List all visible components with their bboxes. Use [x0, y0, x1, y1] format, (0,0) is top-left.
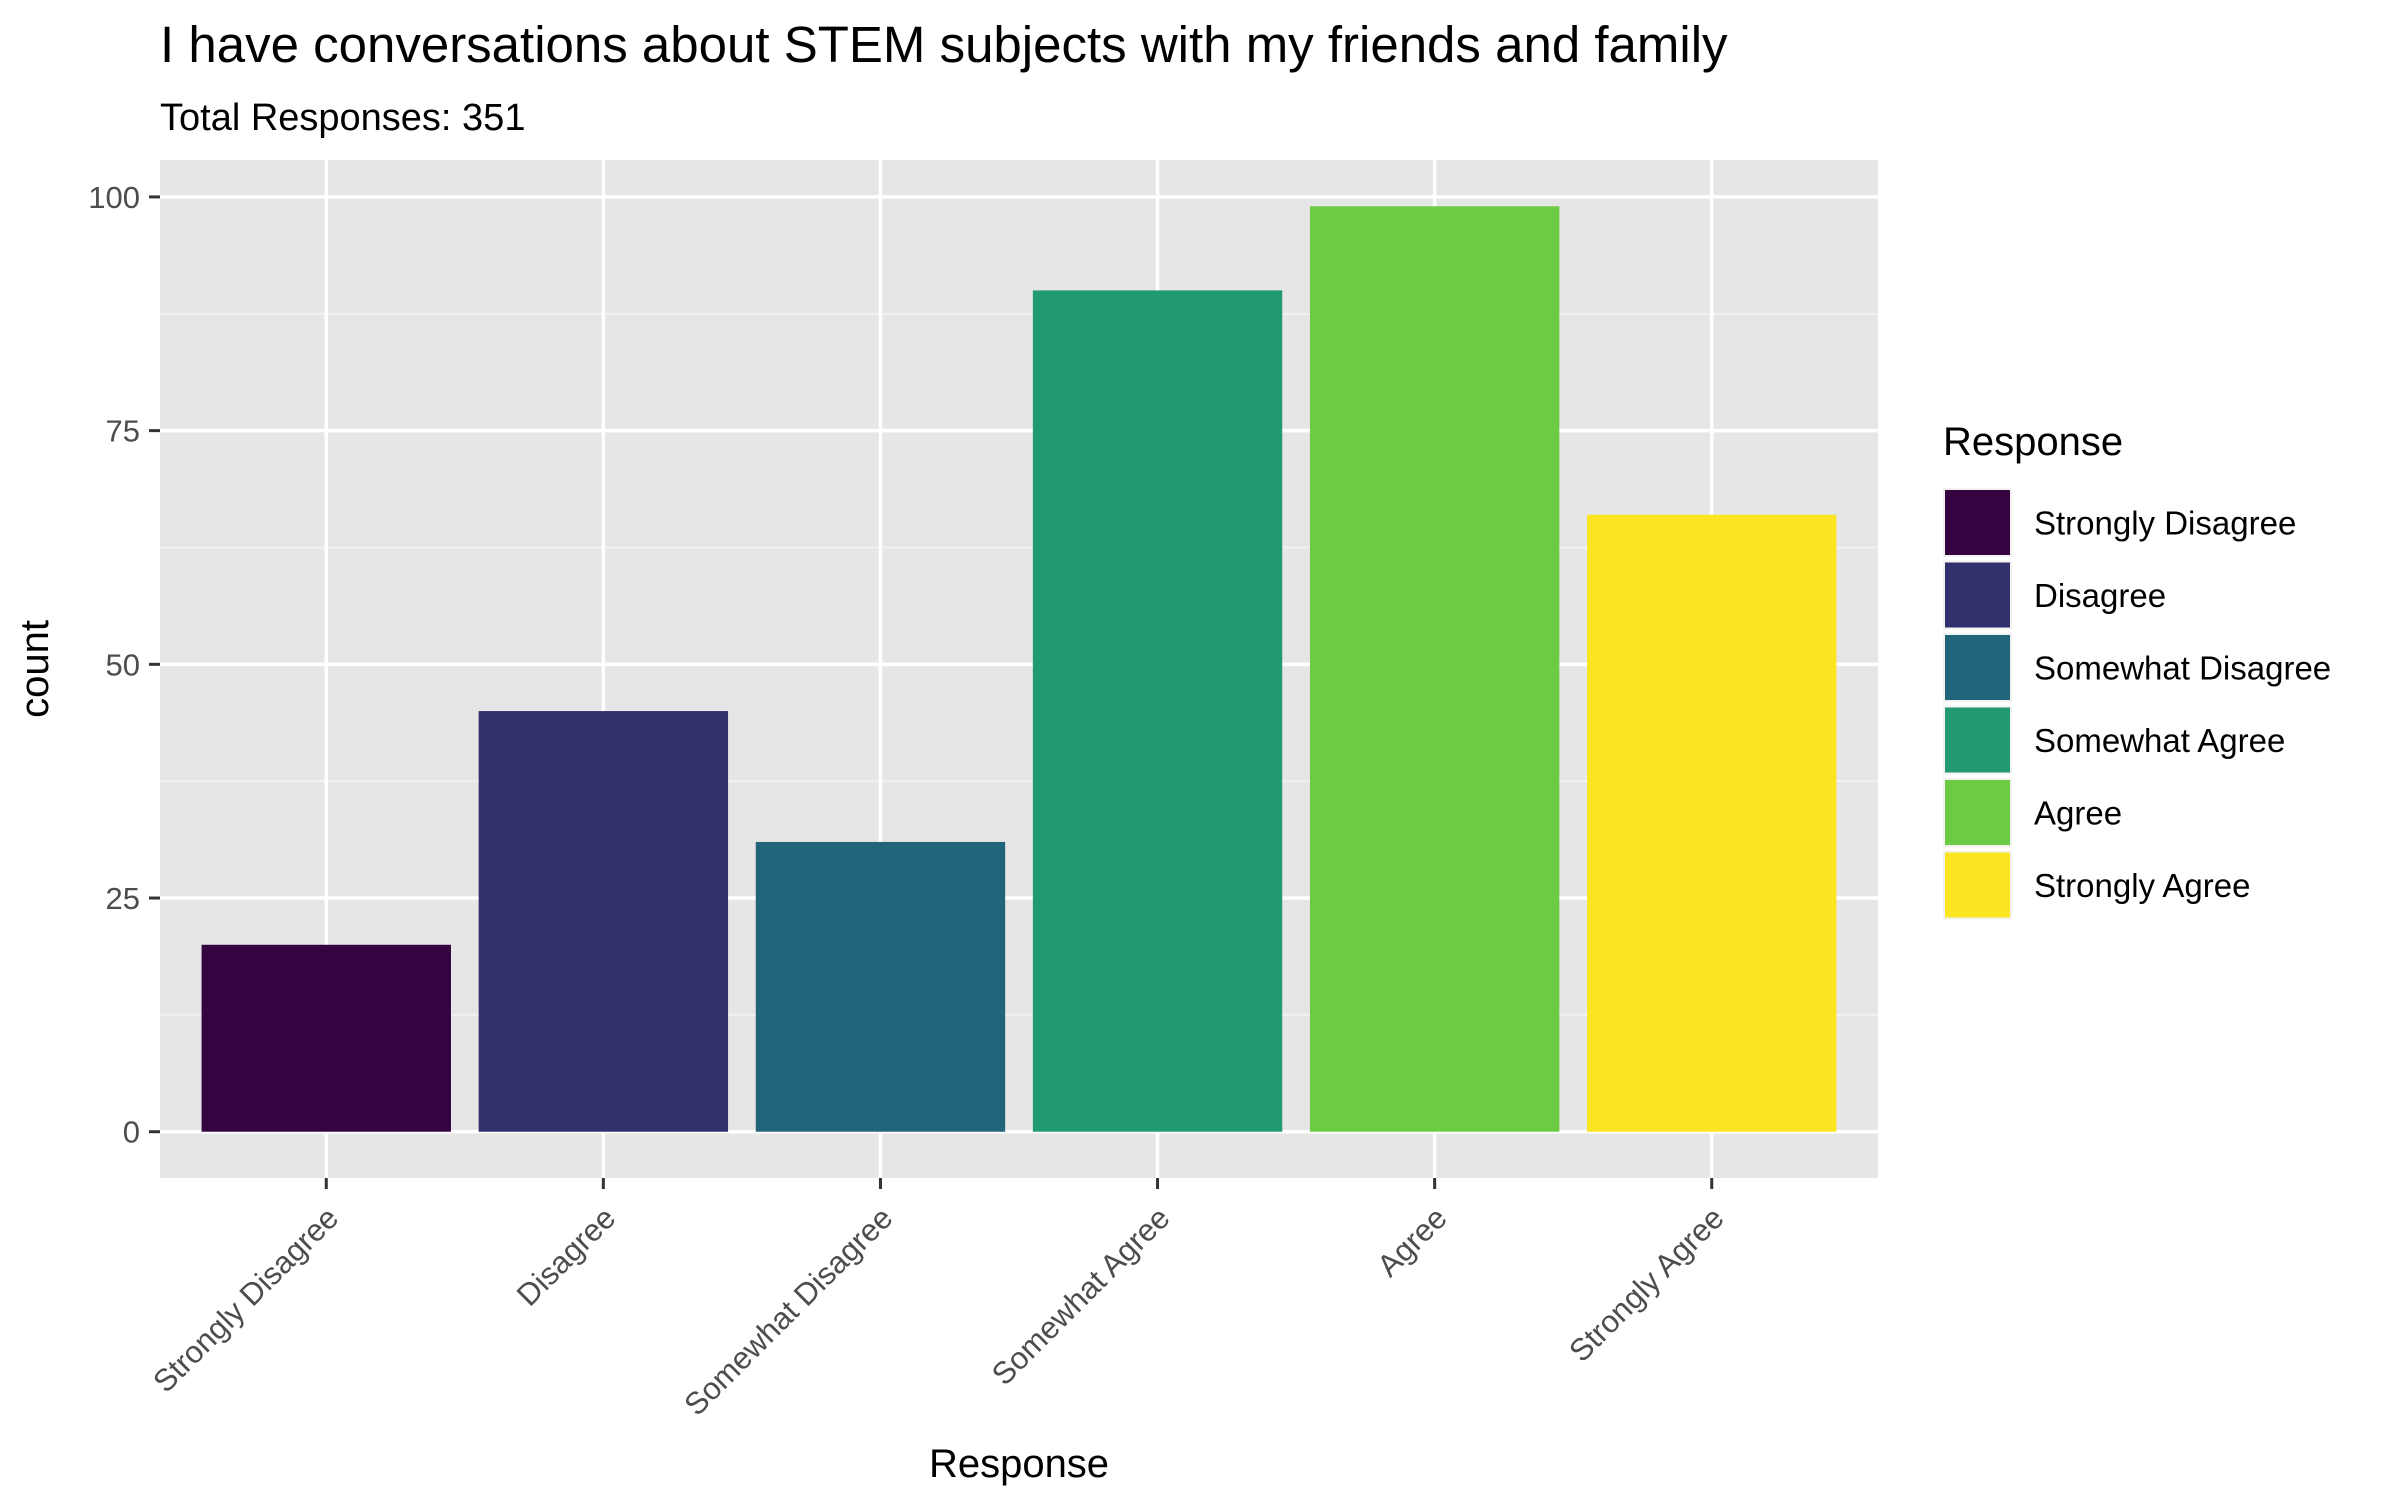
legend-swatch — [1945, 780, 2010, 845]
chart-subtitle: Total Responses: 351 — [160, 97, 525, 139]
chart-title: I have conversations about STEM subjects… — [160, 16, 1728, 73]
legend-label: Strongly Agree — [2034, 867, 2250, 904]
legend-label: Disagree — [2034, 577, 2166, 614]
legend: Response Strongly Disagree Disagree Somewh… — [1943, 420, 2331, 920]
y-tick-label: 25 — [106, 881, 140, 916]
legend-label: Strongly Disagree — [2034, 505, 2296, 542]
legend-title: Response — [1943, 420, 2123, 464]
y-tick-label: 100 — [88, 180, 140, 215]
bar — [201, 944, 451, 1132]
x-tick-label: Somewhat Agree — [985, 1200, 1177, 1392]
bar — [1032, 290, 1283, 1132]
legend-label: Somewhat Agree — [2034, 722, 2285, 759]
bars — [201, 206, 1837, 1132]
legend-label: Agree — [2034, 795, 2122, 832]
x-tick-label: Agree — [1370, 1200, 1453, 1283]
legend-swatch — [1945, 490, 2010, 555]
legend-swatch — [1945, 562, 2010, 628]
x-tick-label: Strongly Agree — [1562, 1200, 1731, 1369]
y-tick-label: 50 — [106, 647, 140, 682]
x-axis-ticks: Strongly Disagree Disagree Somewhat Disagr… — [146, 1178, 1731, 1422]
x-tick-label: Strongly Disagree — [146, 1200, 345, 1399]
legend-swatch — [1945, 707, 2010, 773]
x-axis-title: Response — [929, 1442, 1109, 1486]
y-axis-ticks: 0 25 50 75 100 — [88, 180, 160, 1150]
x-tick-label: Somewhat Disagree — [677, 1200, 899, 1422]
y-tick-label: 0 — [123, 1115, 140, 1150]
legend-swatch — [1945, 635, 2010, 700]
y-axis-title: count — [13, 620, 57, 718]
y-tick-label: 75 — [106, 414, 140, 449]
bar — [478, 711, 729, 1132]
bar — [755, 841, 1006, 1132]
legend-label: Somewhat Disagree — [2034, 650, 2331, 687]
legend-swatch — [1945, 852, 2010, 918]
bar — [1587, 514, 1837, 1132]
x-tick-label: Disagree — [510, 1200, 622, 1312]
bar — [1309, 206, 1560, 1132]
